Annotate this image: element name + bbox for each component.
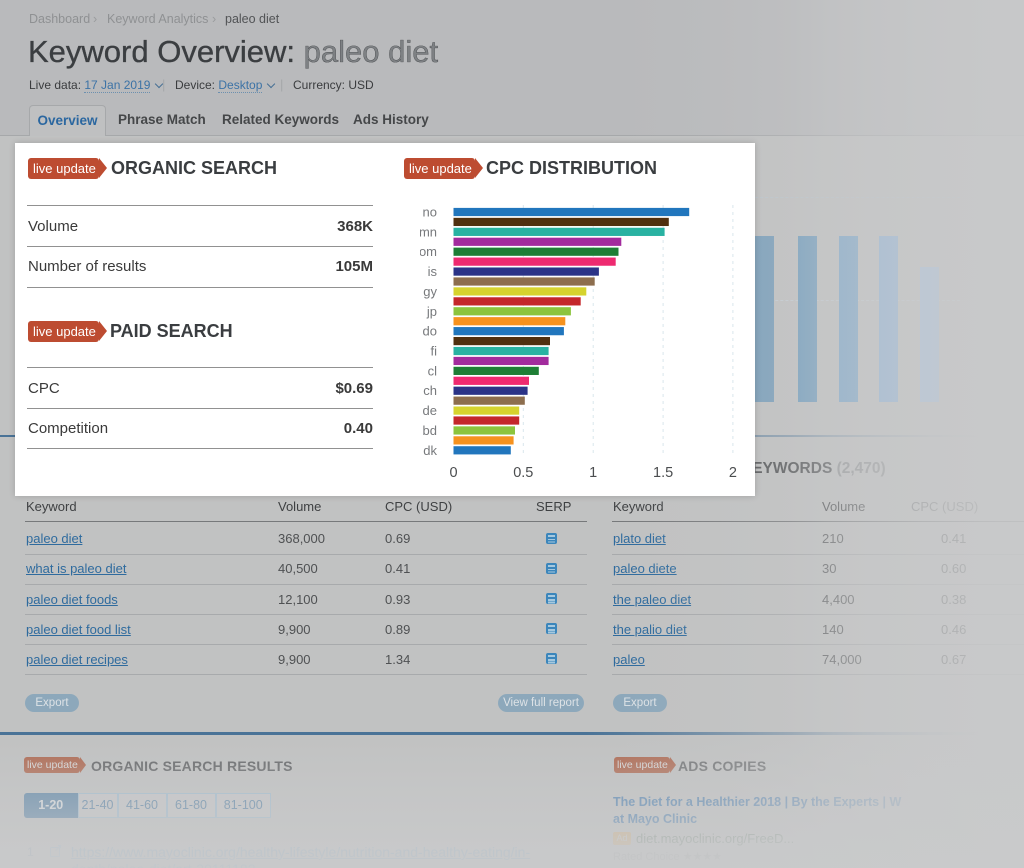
svg-text:cl: cl bbox=[428, 363, 438, 378]
svg-text:fi: fi bbox=[431, 344, 438, 359]
svg-text:gy: gy bbox=[423, 284, 437, 299]
svg-text:1.5: 1.5 bbox=[653, 465, 673, 481]
svg-text:2: 2 bbox=[729, 465, 737, 481]
svg-text:ch: ch bbox=[423, 383, 437, 398]
svg-text:dk: dk bbox=[423, 443, 437, 458]
svg-text:is: is bbox=[428, 264, 438, 279]
svg-text:0.5: 0.5 bbox=[513, 465, 533, 481]
svg-text:de: de bbox=[423, 403, 437, 418]
svg-text:jp: jp bbox=[426, 304, 437, 319]
svg-text:bd: bd bbox=[423, 423, 437, 438]
svg-text:0: 0 bbox=[449, 465, 457, 481]
svg-text:do: do bbox=[423, 324, 437, 339]
svg-text:1: 1 bbox=[589, 465, 597, 481]
svg-text:no: no bbox=[423, 205, 437, 220]
svg-text:mn: mn bbox=[420, 224, 437, 239]
svg-text:om: om bbox=[420, 244, 437, 259]
